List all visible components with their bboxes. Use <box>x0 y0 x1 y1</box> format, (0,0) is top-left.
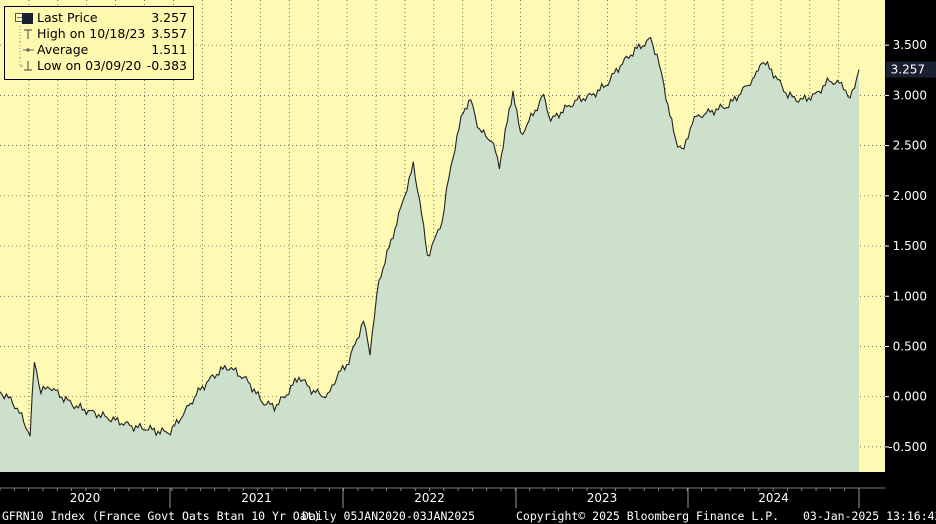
average-marker-icon <box>11 42 35 58</box>
x-tick-label: 2020 <box>70 491 101 505</box>
timestamp: 03-Jan-2025 13:16:43 <box>803 509 936 523</box>
y-tick-label: 2.500 <box>893 139 927 153</box>
legend-label: Average <box>37 42 89 57</box>
last-price-tag <box>886 61 936 78</box>
y-tick-label: 0.500 <box>893 339 927 353</box>
y-tick-label: 3.000 <box>893 88 927 102</box>
period-range: Daily 05JAN2020-03JAN2025 <box>302 509 476 523</box>
y-tick-label: 3.500 <box>893 38 927 52</box>
legend-value: 1.511 <box>151 42 187 57</box>
y-tick-label: 2.000 <box>893 189 927 203</box>
legend-label: Low on 03/09/20 <box>37 58 142 73</box>
copyright-text: Copyright© 2025 Bloomberg Finance L.P. <box>516 509 780 523</box>
chart-legend: − Last Price 3.257 High on 10/18/23 3.55… <box>4 6 194 80</box>
series-line <box>0 36 860 437</box>
legend-label: Last Price <box>37 10 98 25</box>
y-tick-label: 0.000 <box>893 390 927 404</box>
index-description: GFRN10 Index (France Govt Oats Btan 10 Y… <box>2 509 321 523</box>
y-tick-label: 1.000 <box>893 289 927 303</box>
x-tick-label: 2021 <box>241 491 272 505</box>
x-tick-label: 2023 <box>587 491 618 505</box>
y-tick-label: -0.500 <box>888 440 927 454</box>
chart-footer: GFRN10 Index (France Govt Oats Btan 10 Y… <box>0 508 936 524</box>
last-price-tag-label: 3.257 <box>891 63 925 77</box>
series-area <box>0 37 859 472</box>
legend-value: 3.557 <box>151 26 187 41</box>
legend-row-low: Low on 03/09/20 -0.383 <box>5 58 193 74</box>
low-marker-icon <box>11 58 35 74</box>
legend-label: High on 10/18/23 <box>37 26 146 41</box>
legend-value: 3.257 <box>151 10 187 25</box>
high-marker-icon <box>11 26 35 42</box>
y-tick-label: 1.500 <box>893 239 927 253</box>
legend-row-average: Average 1.511 <box>5 42 193 58</box>
x-tick-label: 2022 <box>414 491 445 505</box>
legend-row-high: High on 10/18/23 3.557 <box>5 26 193 42</box>
legend-square-icon: − <box>11 10 35 26</box>
legend-row-last-price: − Last Price 3.257 <box>5 10 193 26</box>
legend-value: -0.383 <box>146 58 187 73</box>
x-tick-label: 2024 <box>758 491 789 505</box>
